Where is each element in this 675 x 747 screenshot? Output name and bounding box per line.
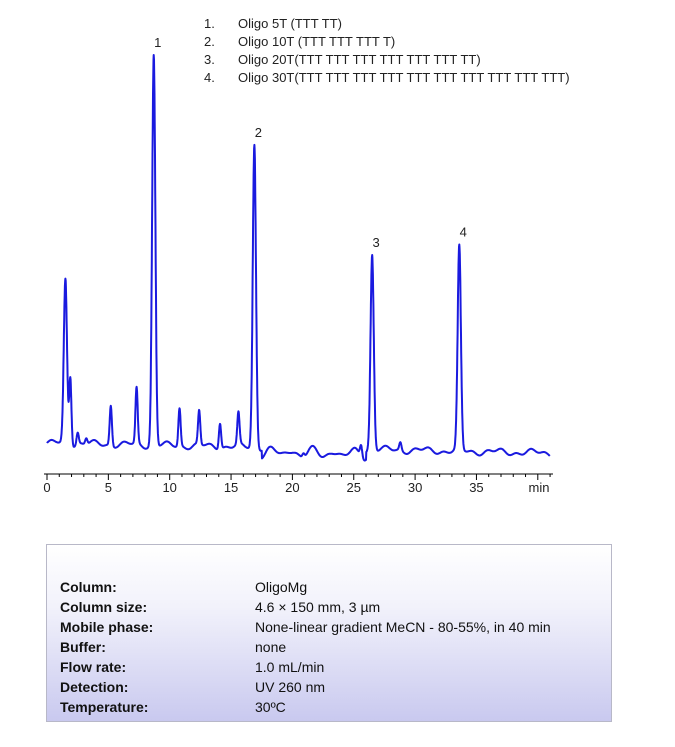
x-tick-label: 20 [285,480,299,495]
legend-number: 3. [204,52,215,67]
x-tick-label: 25 [347,480,361,495]
peak-label: 4 [460,224,467,239]
legend: 1. Oligo 5T (TTT TT) 2. Oligo 10T (TTT TTT… [204,15,570,87]
legend-item: 2. Oligo 10T (TTT TTT TTT T) [204,33,570,51]
legend-text: Oligo 30T(TTT TTT TTT TTT TTT TTT TTT TT… [238,70,570,85]
condition-value: 30ºC [255,699,286,715]
condition-value: none [255,639,287,655]
legend-text: Oligo 20T(TTT TTT TTT TTT TTT TTT TT) [238,52,481,67]
legend-number: 1. [204,16,215,31]
condition-row: Detection: UV 260 nm [60,677,551,697]
condition-value: None-linear gradient MeCN - 80-55%, in 4… [255,619,551,635]
condition-value: 1.0 mL/min [255,659,325,675]
condition-row: Column: OligoMg [60,577,551,597]
condition-row: Mobile phase: None-linear gradient MeCN -… [60,617,551,637]
x-tick-label: 10 [162,480,176,495]
legend-number: 2. [204,34,215,49]
condition-label: Buffer: [60,639,106,655]
condition-row: Column size: 4.6 × 150 mm, 3 µm [60,597,551,617]
condition-label: Column size: [60,599,148,615]
legend-item: 3. Oligo 20T(TTT TTT TTT TTT TTT TTT TT) [204,51,570,69]
condition-row: Buffer: none [60,637,551,657]
legend-number: 4. [204,70,215,85]
x-tick-label: 30 [408,480,422,495]
chromatogram-chart: 0 5 10 15 20 25 30 35 min 1 2 3 4 [43,35,553,495]
x-tick-label: 35 [469,480,483,495]
condition-label: Flow rate: [60,659,127,675]
x-tick-label: 0 [43,480,50,495]
condition-label: Mobile phase: [60,619,154,635]
condition-row: Flow rate: 1.0 mL/min [60,657,551,677]
chromatogram-trace [46,54,551,462]
legend-item: 4. Oligo 30T(TTT TTT TTT TTT TTT TTT TTT … [204,69,570,87]
legend-text: Oligo 5T (TTT TT) [238,16,343,31]
condition-value: UV 260 nm [255,679,326,695]
x-axis: 0 5 10 15 20 25 30 35 min [43,473,553,495]
x-tick-label: 15 [224,480,238,495]
legend-item: 1. Oligo 5T (TTT TT) [204,15,570,33]
conditions-panel: Column: OligoMg Column size: 4.6 × 150 mm,… [46,544,612,722]
peak-label: 2 [255,125,262,140]
condition-value: OligoMg [255,579,308,595]
peak-label: 3 [373,235,380,250]
condition-value: 4.6 × 150 mm, 3 µm [255,599,381,615]
condition-label: Detection: [60,679,129,695]
x-tick-label: 5 [105,480,112,495]
x-axis-unit-label: min [529,480,550,495]
legend-text: Oligo 10T (TTT TTT TTT T) [238,34,396,49]
peak-labels: 1 2 3 4 [154,35,467,250]
condition-row: Temperature: 30ºC [60,697,551,717]
condition-label: Column: [60,579,117,595]
condition-label: Temperature: [60,699,149,715]
peak-label: 1 [154,35,161,50]
